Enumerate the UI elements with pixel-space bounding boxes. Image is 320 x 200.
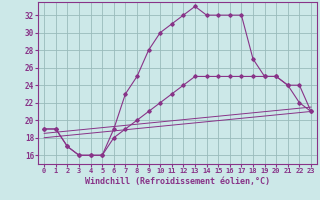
X-axis label: Windchill (Refroidissement éolien,°C): Windchill (Refroidissement éolien,°C) — [85, 177, 270, 186]
